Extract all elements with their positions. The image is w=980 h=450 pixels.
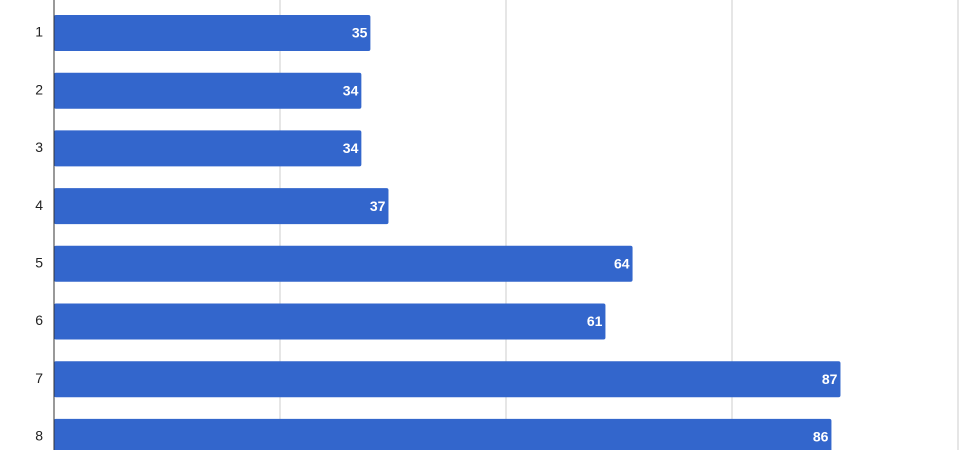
bar bbox=[54, 15, 371, 51]
y-tick-label: 4 bbox=[35, 197, 43, 213]
y-tick-label: 3 bbox=[35, 139, 43, 155]
bar bbox=[54, 303, 606, 340]
y-tick-label: 2 bbox=[35, 81, 43, 97]
value-label: 87 bbox=[822, 371, 838, 387]
y-tick-label: 5 bbox=[35, 255, 43, 271]
y-tick-label: 6 bbox=[35, 312, 43, 328]
bar bbox=[54, 245, 633, 282]
value-label: 86 bbox=[813, 429, 829, 445]
bar bbox=[54, 418, 832, 450]
value-label: 37 bbox=[370, 198, 386, 214]
value-label: 61 bbox=[587, 313, 603, 329]
value-label: 34 bbox=[343, 82, 359, 98]
y-tick-label: 8 bbox=[35, 428, 43, 444]
bar bbox=[54, 188, 389, 225]
value-label: 34 bbox=[343, 140, 359, 156]
bar bbox=[54, 72, 362, 109]
y-tick-label: 1 bbox=[35, 24, 43, 40]
bar bbox=[54, 361, 841, 398]
value-label: 64 bbox=[614, 256, 630, 272]
value-label: 35 bbox=[352, 25, 368, 41]
bar bbox=[54, 130, 362, 167]
y-tick-label: 7 bbox=[35, 370, 43, 386]
